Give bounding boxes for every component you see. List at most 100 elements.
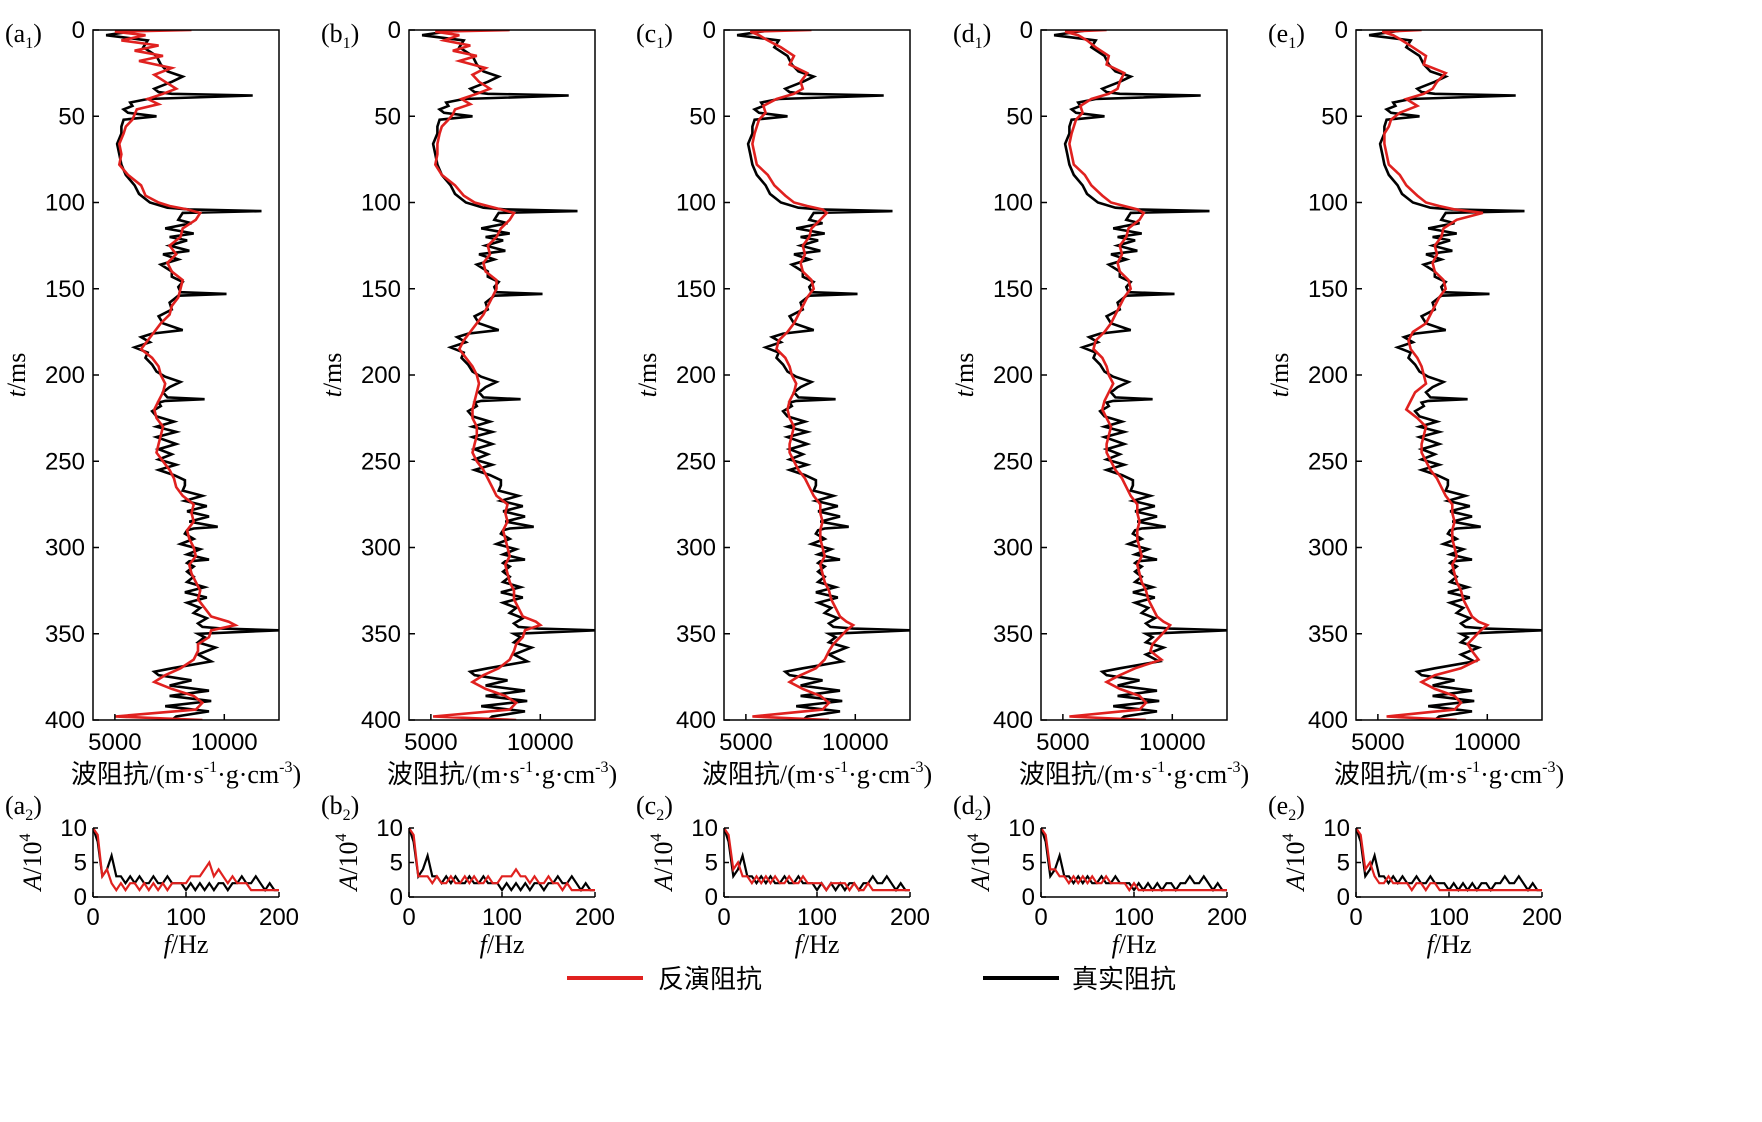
spectrum-x-tick-label-c-0: 0 <box>717 904 730 931</box>
impedance-y-tick-label-b-400: 400 <box>361 707 401 734</box>
panel-label-c1: (c1) <box>636 19 673 52</box>
true-impedance-line-c <box>736 30 910 720</box>
spectrum-y-prefix-a: A <box>18 875 47 893</box>
panel-label-sub-c1: 1 <box>656 35 664 52</box>
inverted-spectrum-line-a <box>93 828 279 893</box>
impedance-y-axis-title-d: t/ms <box>950 353 979 398</box>
impedance-x-title-sup1-d: -1 <box>1152 759 1165 776</box>
true-spectrum-line-a <box>93 828 279 893</box>
spectrum-x-tick-label-e-100: 100 <box>1429 904 1469 931</box>
impedance-y-var-b: t <box>318 389 347 397</box>
spectrum-y-axis-title-e: A/104 <box>1280 833 1310 892</box>
spectrum-x-axis-title-d: f/Hz <box>1112 930 1157 959</box>
impedance-x-tick-label-b-5000: 5000 <box>404 729 457 756</box>
impedance-y-tick-label-e-300: 300 <box>1308 535 1348 562</box>
impedance-y-unit-c: /ms <box>633 353 662 391</box>
spectrum-y-prefix-e: A <box>1281 875 1310 893</box>
spectrum-y-tick-label-d-10: 10 <box>1008 815 1035 842</box>
spectrum-x-axis-title-b: f/Hz <box>480 930 525 959</box>
panel-label-close-c1: ) <box>664 19 673 48</box>
spectrum-y-tick-label-e-10: 10 <box>1323 815 1350 842</box>
spectrum-x-var-b: f <box>480 930 491 959</box>
impedance-x-title-prefix-e: 波阻抗/(m·s <box>1334 760 1467 789</box>
impedance-x-title-sup1-c: -1 <box>835 759 848 776</box>
impedance-y-tick-label-e-50: 50 <box>1321 103 1348 130</box>
impedance-y-tick-label-c-400: 400 <box>676 707 716 734</box>
inverted-impedance-line-b <box>432 30 544 720</box>
impedance-x-title-suffix-d: ) <box>1240 760 1249 789</box>
spectrum-y-sup-b: 4 <box>333 833 350 841</box>
spectrum-y-prefix-b: A <box>334 875 363 893</box>
impedance-y-tick-label-b-100: 100 <box>361 190 401 217</box>
impedance-y-unit-b: /ms <box>318 353 347 391</box>
spectrum-x-unit-e: /Hz <box>1434 930 1472 959</box>
panel-label-b1: (b1) <box>321 19 359 52</box>
spectrum-x-var-e: f <box>1427 930 1438 959</box>
impedance-x-tick-label-b-10000: 10000 <box>507 729 574 756</box>
impedance-y-tick-label-e-250: 250 <box>1308 448 1348 475</box>
panel-label-sub-e1: 1 <box>1288 35 1296 52</box>
spectrum-y-axis-title-c: A/104 <box>648 833 678 892</box>
impedance-y-unit-a: /ms <box>2 353 31 391</box>
spectrum-y-axis-title-b: A/104 <box>333 833 363 892</box>
impedance-y-tick-label-b-0: 0 <box>388 17 401 44</box>
spectrum-y-tick-label-b-10: 10 <box>376 815 403 842</box>
panel-label-close-a2: ) <box>33 791 42 820</box>
panel-label-letter-c1: (c <box>636 19 656 48</box>
panel-label-a2: (a2) <box>5 791 42 824</box>
impedance-y-tick-label-c-250: 250 <box>676 448 716 475</box>
spectrum-y-prefix-d: A <box>966 875 995 893</box>
spectrum-y-mid-b: /10 <box>334 841 363 874</box>
spectrum-x-tick-label-c-200: 200 <box>890 904 930 931</box>
spectrum-x-unit-d: /Hz <box>1119 930 1157 959</box>
impedance-y-var-a: t <box>2 389 31 397</box>
impedance-x-title-suffix-e: ) <box>1555 760 1564 789</box>
spectrum-lines-d <box>1041 828 1227 893</box>
impedance-x-title-sup2-e: -3 <box>1542 759 1555 776</box>
impedance-y-tick-label-b-150: 150 <box>361 276 401 303</box>
panel-label-close-a1: ) <box>33 19 42 48</box>
panel-label-sub-b2: 2 <box>343 807 351 824</box>
spectrum-y-sup-d: 4 <box>965 833 982 841</box>
spectrum-y-sup-c: 4 <box>648 833 665 841</box>
panel-label-close-c2: ) <box>664 791 673 820</box>
legend-label-true: 真实阻抗 <box>1072 965 1176 994</box>
spectrum-y-tick-label-e-0: 0 <box>1337 884 1350 911</box>
impedance-y-axis-title-a: t/ms <box>2 353 31 398</box>
impedance-y-tick-label-e-350: 350 <box>1308 621 1348 648</box>
panel-label-letter-d2: (d <box>953 791 975 820</box>
impedance-x-axis-title-e: 波阻抗/(m·s-1·g·cm-3) <box>1334 759 1564 789</box>
impedance-x-axis-title-c: 波阻抗/(m·s-1·g·cm-3) <box>702 759 932 789</box>
impedance-x-axis-title-b: 波阻抗/(m·s-1·g·cm-3) <box>387 759 617 789</box>
impedance-y-tick-label-e-100: 100 <box>1308 190 1348 217</box>
impedance-y-tick-label-c-100: 100 <box>676 190 716 217</box>
impedance-y-tick-label-d-300: 300 <box>993 535 1033 562</box>
impedance-y-unit-e: /ms <box>1265 353 1294 391</box>
spectrum-x-unit-b: /Hz <box>487 930 525 959</box>
spectrum-y-mid-d: /10 <box>966 841 995 874</box>
spectrum-y-tick-label-c-0: 0 <box>705 884 718 911</box>
impedance-y-tick-label-e-150: 150 <box>1308 276 1348 303</box>
panel-label-sub-c2: 2 <box>656 807 664 824</box>
impedance-x-axis-title-a: 波阻抗/(m·s-1·g·cm-3) <box>71 759 301 789</box>
spectrum-y-tick-label-a-0: 0 <box>74 884 87 911</box>
panel-label-d1: (d1) <box>953 19 991 52</box>
impedance-y-tick-label-d-400: 400 <box>993 707 1033 734</box>
impedance-x-title-prefix-b: 波阻抗/(m·s <box>387 760 520 789</box>
impedance-y-tick-label-a-300: 300 <box>45 535 85 562</box>
inverted-impedance-line-d <box>1064 30 1173 720</box>
impedance-x-title-mid-e: ·g·cm <box>1480 760 1542 789</box>
spectrum-x-var-d: f <box>1112 930 1123 959</box>
panel-label-sub-e2: 2 <box>1288 807 1296 824</box>
spectrum-x-tick-label-e-0: 0 <box>1349 904 1362 931</box>
spectrum-lines-a <box>93 828 279 893</box>
legend: 反演阻抗 真实阻抗 <box>567 965 1176 994</box>
inverted-spectrum-line-c <box>724 828 910 893</box>
panel-label-letter-a1: (a <box>5 19 26 48</box>
impedance-y-tick-label-a-200: 200 <box>45 362 85 389</box>
impedance-x-title-prefix-a: 波阻抗/(m·s <box>71 760 204 789</box>
